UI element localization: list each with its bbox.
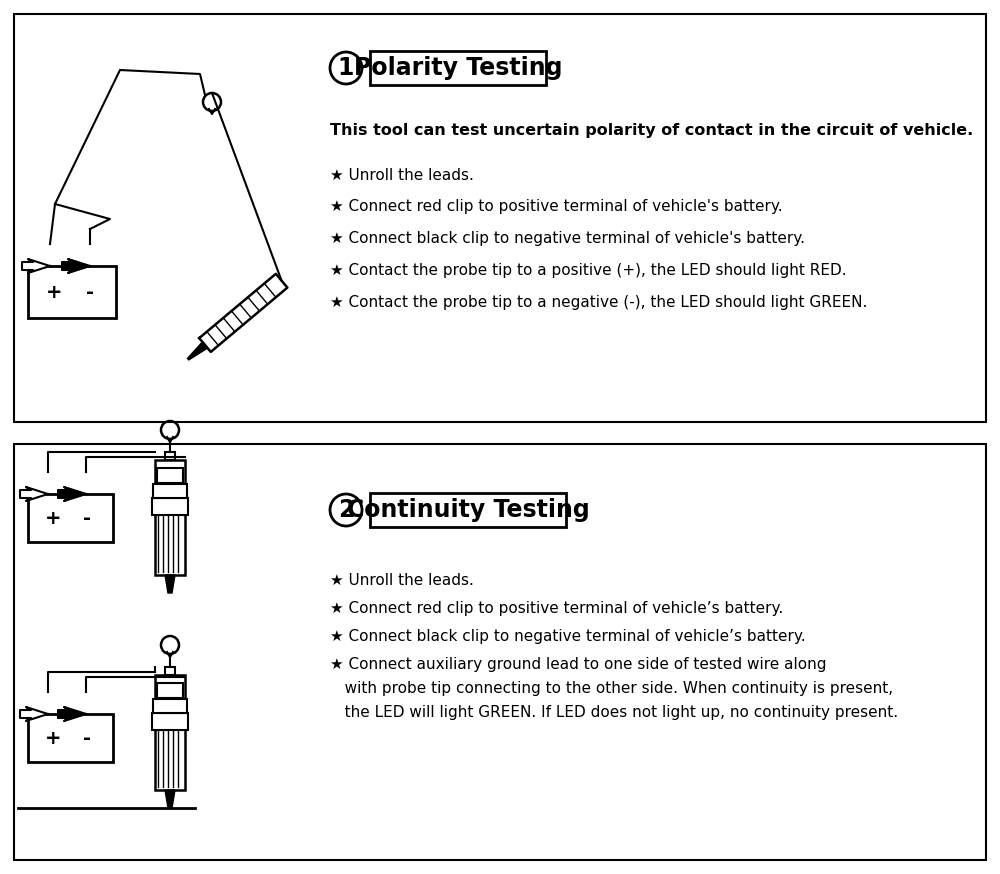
Bar: [28, 494, 113, 542]
Bar: [14, 444, 986, 860]
Text: ★ Connect black clip to negative terminal of vehicle's battery.: ★ Connect black clip to negative termina…: [330, 232, 805, 246]
Bar: [370, 493, 566, 527]
Text: with probe tip connecting to the other side. When continuity is present,: with probe tip connecting to the other s…: [330, 681, 893, 696]
Text: 2: 2: [338, 498, 354, 522]
Bar: [157, 683, 183, 698]
Bar: [157, 468, 183, 483]
Text: ★ Connect red clip to positive terminal of vehicle's battery.: ★ Connect red clip to positive terminal …: [330, 199, 783, 214]
Text: ★ Contact the probe tip to a positive (+), the LED should light RED.: ★ Contact the probe tip to a positive (+…: [330, 263, 847, 279]
Text: Continuity Testing: Continuity Testing: [347, 498, 589, 522]
Text: ★ Connect red clip to positive terminal of vehicle’s battery.: ★ Connect red clip to positive terminal …: [330, 600, 783, 615]
Bar: [28, 714, 113, 762]
Bar: [153, 699, 187, 713]
Bar: [165, 452, 175, 460]
Polygon shape: [22, 259, 50, 273]
Text: 1: 1: [338, 56, 354, 80]
Bar: [152, 498, 188, 515]
Bar: [155, 675, 185, 790]
Bar: [165, 667, 175, 675]
Bar: [153, 484, 187, 498]
Text: -: -: [86, 282, 94, 302]
Text: ★ Connect auxiliary ground lead to one side of tested wire along: ★ Connect auxiliary ground lead to one s…: [330, 656, 826, 671]
Text: ★ Connect black clip to negative terminal of vehicle’s battery.: ★ Connect black clip to negative termina…: [330, 628, 806, 643]
Text: ★ Contact the probe tip to a negative (-), the LED should light GREEN.: ★ Contact the probe tip to a negative (-…: [330, 295, 867, 310]
Text: +: +: [45, 509, 62, 528]
Text: +: +: [45, 729, 62, 747]
Polygon shape: [199, 274, 287, 352]
Text: -: -: [84, 729, 92, 747]
Polygon shape: [58, 707, 86, 721]
Text: ★ Unroll the leads.: ★ Unroll the leads.: [330, 572, 474, 587]
Polygon shape: [62, 259, 90, 273]
Bar: [370, 51, 546, 85]
Polygon shape: [20, 707, 48, 721]
Polygon shape: [165, 790, 175, 808]
Polygon shape: [58, 487, 86, 501]
Text: +: +: [46, 282, 63, 302]
Polygon shape: [188, 342, 208, 360]
Polygon shape: [165, 575, 175, 593]
Bar: [14, 14, 986, 422]
Bar: [28, 266, 116, 318]
Polygon shape: [20, 487, 48, 501]
Text: -: -: [84, 509, 92, 528]
Text: This tool can test uncertain polarity of contact in the circuit of vehicle.: This tool can test uncertain polarity of…: [330, 122, 973, 137]
Bar: [155, 460, 185, 575]
Text: Polarity Testing: Polarity Testing: [354, 56, 562, 80]
Bar: [152, 713, 188, 730]
Text: the LED will light GREEN. If LED does not light up, no continuity present.: the LED will light GREEN. If LED does no…: [330, 704, 898, 719]
Text: ★ Unroll the leads.: ★ Unroll the leads.: [330, 168, 474, 183]
